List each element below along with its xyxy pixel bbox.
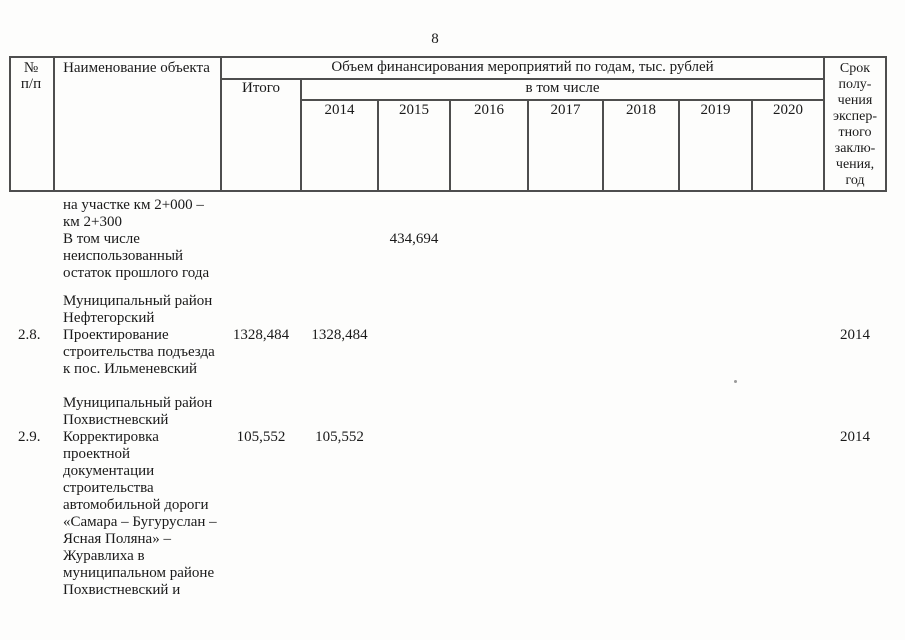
row-name-line: на участке км 2+000 – bbox=[63, 197, 204, 213]
table-line-2019-2020 bbox=[751, 99, 753, 192]
header-including: в том числе bbox=[525, 80, 600, 96]
header-term-line: Срок bbox=[839, 61, 871, 76]
header-term-line: чения, bbox=[835, 157, 875, 172]
header-year-2015: 2015 bbox=[399, 102, 429, 118]
header-object-name: Наименование объекта bbox=[63, 60, 210, 76]
row-name-line: документации bbox=[63, 463, 155, 479]
table-border-left bbox=[9, 56, 11, 192]
row-name-line: км 2+300 bbox=[63, 214, 122, 230]
header-num-line2: п/п bbox=[20, 76, 42, 92]
row-name-line: проектной bbox=[63, 446, 131, 462]
table-line-total-years bbox=[300, 78, 302, 192]
row-name-line: к пос. Ильменевский bbox=[63, 361, 198, 377]
cell-term-year: 2014 bbox=[840, 429, 870, 445]
header-term-line: чения bbox=[837, 93, 873, 108]
row-number: 2.8. bbox=[18, 327, 41, 343]
row-name-line: В том числе bbox=[63, 231, 140, 247]
cell-value-2014: 105,552 bbox=[315, 429, 364, 445]
header-year-2014: 2014 bbox=[324, 102, 355, 118]
table-row: Муниципальный район Нефтегорский Проекти… bbox=[63, 293, 233, 378]
row-name-line: неиспользованный bbox=[63, 248, 184, 264]
row-name-line: Похвистневский bbox=[63, 412, 169, 428]
table-line-num-name bbox=[53, 56, 55, 192]
header-total: Итого bbox=[242, 80, 280, 96]
header-term-line: заклю- bbox=[834, 141, 876, 156]
header-term-line: полу- bbox=[838, 77, 872, 92]
table-row: на участке км 2+000 – км 2+300 В том чис… bbox=[63, 197, 233, 282]
row-name-line: Проектирование bbox=[63, 327, 169, 343]
header-term-line: тного bbox=[838, 125, 872, 140]
row-name-line: муниципальном районе bbox=[63, 565, 215, 581]
row-name-line: Корректировка bbox=[63, 429, 159, 445]
table-line-2014-2015 bbox=[377, 99, 379, 192]
table-line-2018-2019 bbox=[678, 99, 680, 192]
row-name-line: Нефтегорский bbox=[63, 310, 155, 326]
row-number: 2.9. bbox=[18, 429, 41, 445]
table-line-under-including bbox=[300, 99, 825, 101]
row-name-line: Похвистневский и bbox=[63, 582, 181, 598]
table-border-top bbox=[9, 56, 887, 58]
cell-value-2014: 1328,484 bbox=[311, 327, 368, 343]
scan-speck bbox=[734, 380, 737, 383]
header-term-expert: Срок полу- чения экспер- тного заклю- че… bbox=[825, 61, 885, 189]
row-name-line: Ясная Поляна» – bbox=[63, 531, 171, 547]
header-year-2016: 2016 bbox=[474, 102, 504, 118]
header-year-2018: 2018 bbox=[626, 102, 656, 118]
table-line-2017-2018 bbox=[602, 99, 604, 192]
header-term-line: год bbox=[845, 173, 865, 188]
table-line-2016-2017 bbox=[527, 99, 529, 192]
table-line-2020-term bbox=[823, 56, 825, 192]
table-line-under-volume bbox=[220, 78, 825, 80]
table-line-2015-2016 bbox=[449, 99, 451, 192]
row-name-line: Журавлиха в bbox=[63, 548, 145, 564]
header-year-2017: 2017 bbox=[550, 102, 581, 118]
row-name-line: автомобильной дороги bbox=[63, 497, 209, 513]
page-number: 8 bbox=[431, 31, 439, 47]
table-border-bottom bbox=[9, 190, 887, 192]
cell-term-year: 2014 bbox=[840, 327, 870, 343]
table-border-right bbox=[885, 56, 887, 192]
row-name-line: строительства bbox=[63, 480, 154, 496]
header-term-line: экспер- bbox=[832, 109, 878, 124]
header-financing-volume: Объем финансирования мероприятий по года… bbox=[331, 59, 714, 75]
table-line-name-volume bbox=[220, 56, 222, 192]
row-name-line: Муниципальный район bbox=[63, 395, 213, 411]
table-row: Муниципальный район Похвистневский Корре… bbox=[63, 395, 238, 599]
row-name-line: «Самара – Бугуруслан – bbox=[63, 514, 217, 530]
cell-total: 1328,484 bbox=[232, 327, 290, 343]
header-year-2020: 2020 bbox=[773, 102, 803, 118]
header-num-line1: № bbox=[23, 60, 39, 76]
cell-total: 105,552 bbox=[236, 429, 286, 445]
row-name-line: остаток прошлого года bbox=[63, 265, 210, 281]
header-year-2019: 2019 bbox=[700, 102, 731, 118]
row-name-line: строительства подъезда bbox=[63, 344, 215, 360]
cell-value-2015: 434,694 bbox=[389, 231, 439, 247]
row-name-line: Муниципальный район bbox=[63, 293, 213, 309]
